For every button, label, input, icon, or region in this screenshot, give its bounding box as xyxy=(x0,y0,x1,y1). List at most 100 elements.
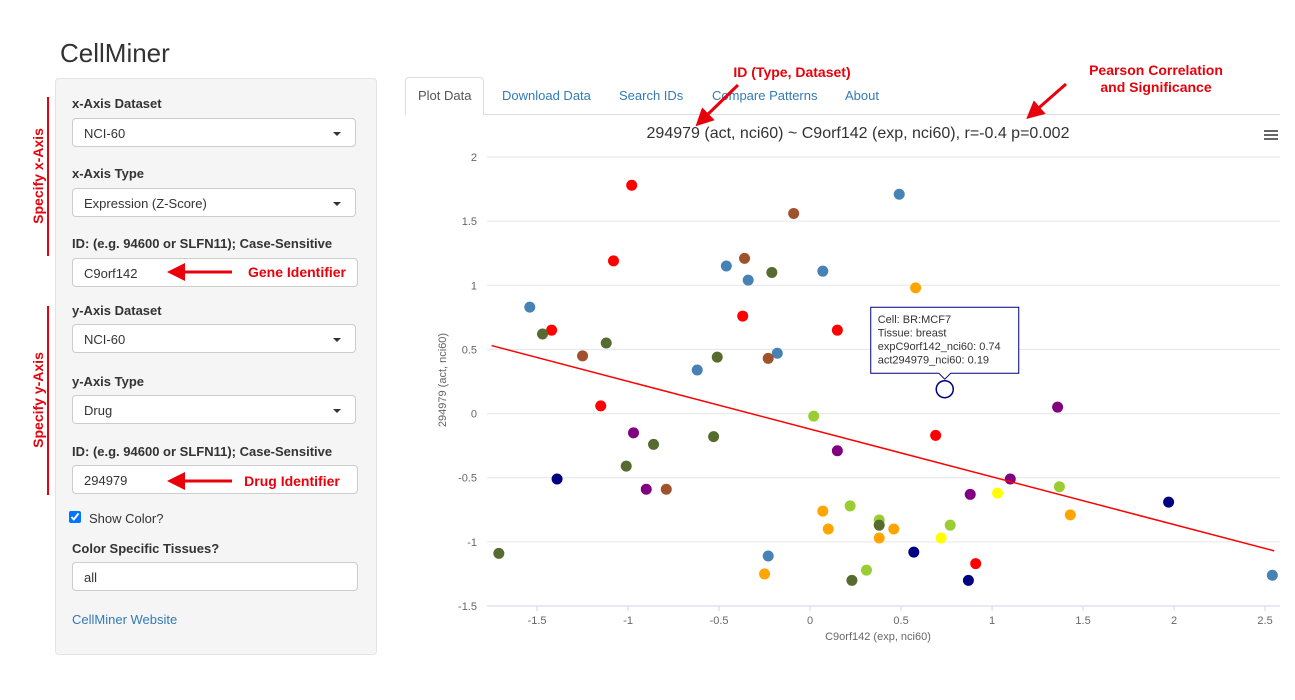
annotation: Pearson Correlation xyxy=(1089,62,1223,78)
point xyxy=(808,410,820,422)
point xyxy=(930,429,942,441)
point xyxy=(551,473,563,485)
point xyxy=(648,438,660,450)
point xyxy=(600,337,612,349)
x-tick-label: 1 xyxy=(989,615,995,627)
tab[interactable]: Search IDs xyxy=(619,88,684,103)
field-label: ID: (e.g. 94600 or SLFN11); Case-Sensiti… xyxy=(72,444,333,459)
point xyxy=(620,460,632,472)
annotation: Specify x-Axis xyxy=(30,128,46,224)
link[interactable]: CellMiner Website xyxy=(72,612,178,627)
y-tick-label: -0.5 xyxy=(458,473,477,485)
point xyxy=(831,445,843,457)
menu-icon[interactable] xyxy=(1264,130,1278,140)
x-tick-label: 0 xyxy=(807,615,813,627)
tooltip-text: Tissue: breast xyxy=(878,328,947,340)
point xyxy=(720,260,732,272)
tab[interactable]: Compare Patterns xyxy=(712,88,818,103)
annotation: ID (Type, Dataset) xyxy=(733,64,850,80)
point xyxy=(1052,401,1064,413)
point xyxy=(766,266,778,278)
annotation: Gene Identifier xyxy=(248,264,347,280)
point xyxy=(846,574,858,586)
point xyxy=(737,310,749,322)
tooltip-text: act294979_nci60: 0.19 xyxy=(878,355,989,367)
field-label: y-Axis Dataset xyxy=(72,303,162,318)
text-input[interactable]: 294979 xyxy=(72,465,358,494)
point xyxy=(595,400,607,412)
tab[interactable]: Download Data xyxy=(502,88,591,103)
y-tick-label: 2 xyxy=(471,152,477,164)
y-tick-label: 0.5 xyxy=(462,344,477,356)
point xyxy=(831,324,843,336)
point xyxy=(935,532,947,544)
point xyxy=(493,547,505,559)
x-tick-label: 2.5 xyxy=(1257,615,1272,627)
select[interactable]: NCI-60 xyxy=(72,118,356,147)
point xyxy=(1266,569,1278,581)
tooltip-box xyxy=(870,306,1020,380)
point xyxy=(910,282,922,294)
point xyxy=(691,364,703,376)
point xyxy=(640,483,652,495)
point xyxy=(708,431,720,443)
field-label: Color Specific Tissues? xyxy=(72,541,220,556)
point xyxy=(762,550,774,562)
point xyxy=(873,519,885,531)
x-tick-label: 2 xyxy=(1171,615,1177,627)
point xyxy=(742,274,754,286)
arrow xyxy=(695,83,740,127)
tab[interactable]: Plot Data xyxy=(418,88,472,103)
point xyxy=(992,487,1004,499)
y-tick-label: 1.5 xyxy=(462,216,477,228)
point xyxy=(964,488,976,500)
annotation: Drug Identifier xyxy=(244,473,340,489)
tab[interactable]: About xyxy=(845,88,879,103)
x-tick-label: -0.5 xyxy=(710,615,729,627)
hover-point xyxy=(935,379,954,399)
x-tick-label: -1 xyxy=(623,615,633,627)
y-tick-label: -1 xyxy=(467,537,477,549)
point xyxy=(626,179,638,191)
select[interactable]: NCI-60 xyxy=(72,324,356,353)
tooltip: Cell: BR:MCF7 Tissue: breastexpC9orf142_n… xyxy=(870,306,1020,380)
tooltip-text: Cell: BR:MCF7 xyxy=(878,314,951,326)
arrow xyxy=(1026,82,1067,119)
point xyxy=(537,328,549,340)
point xyxy=(822,523,834,535)
point xyxy=(1053,481,1065,493)
point xyxy=(711,351,723,363)
field-label: ID: (e.g. 94600 or SLFN11); Case-Sensiti… xyxy=(72,236,333,251)
annotation: and Significance xyxy=(1100,79,1211,95)
point xyxy=(1064,509,1076,521)
point xyxy=(893,188,905,200)
tooltip-text: expC9orf142_nci60: 0.74 xyxy=(878,341,1001,353)
y-axis-label: 294979 (act, nci60) xyxy=(437,333,449,427)
field-label: x-Axis Dataset xyxy=(72,96,162,111)
annotation: Specify y-Axis xyxy=(30,352,46,448)
x-tick-label: 1.5 xyxy=(1075,615,1090,627)
field-label: x-Axis Type xyxy=(72,166,145,181)
point xyxy=(817,505,829,517)
y-tick-label: -1.5 xyxy=(458,601,477,613)
text-input[interactable]: all xyxy=(72,562,358,591)
point xyxy=(607,255,619,267)
active-tab-bg xyxy=(405,77,484,115)
field-label: y-Axis Type xyxy=(72,374,145,389)
point xyxy=(546,324,558,336)
point xyxy=(970,558,982,570)
point xyxy=(860,564,872,576)
point xyxy=(844,500,856,512)
select[interactable]: Drug xyxy=(72,395,356,424)
checkbox[interactable] xyxy=(69,511,81,523)
point xyxy=(944,519,956,531)
select[interactable]: Expression (Z-Score) xyxy=(72,188,356,217)
y-tick-label: 0 xyxy=(471,409,477,421)
chart-title: 294979 (act, nci60) ~ C9orf142 (exp, nci… xyxy=(647,125,1070,142)
x-axis-label: C9orf142 (exp, nci60) xyxy=(825,631,931,643)
point xyxy=(577,350,589,362)
checkbox-label[interactable]: Show Color? xyxy=(89,511,164,526)
point xyxy=(908,546,920,558)
point xyxy=(771,347,783,359)
